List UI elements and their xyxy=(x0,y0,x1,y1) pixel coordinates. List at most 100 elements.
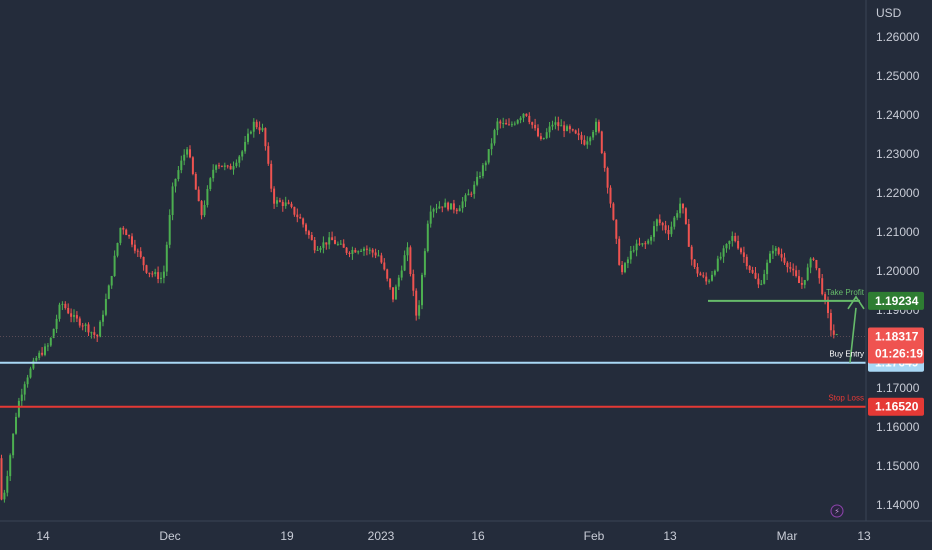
candle-body xyxy=(90,332,93,334)
candle-body xyxy=(177,170,180,179)
candle-body xyxy=(64,303,67,308)
candle-body xyxy=(93,332,96,335)
candle-body xyxy=(597,121,600,132)
candle-body xyxy=(392,287,394,300)
candle-body xyxy=(81,325,84,327)
candle-body xyxy=(305,224,307,232)
candle-body xyxy=(667,230,670,235)
candle-body xyxy=(261,128,264,131)
candle-body xyxy=(525,113,528,116)
candle-body xyxy=(464,195,467,202)
candle-body xyxy=(716,258,719,271)
candle-body xyxy=(783,257,786,263)
candle-body xyxy=(415,290,418,316)
candle-body xyxy=(377,255,380,257)
stop-loss-annotation: Stop Loss xyxy=(828,394,864,403)
candle-body xyxy=(104,299,107,315)
candle-body xyxy=(769,253,771,263)
candle-body xyxy=(435,208,438,210)
candle-body xyxy=(560,125,563,127)
candle-body xyxy=(78,318,81,326)
candle-body xyxy=(200,201,203,216)
candle-body xyxy=(452,203,455,210)
time-axis[interactable]: 14 Dec 19 2023 16 Feb 13 Mar 13 xyxy=(36,529,871,543)
candle-body xyxy=(238,156,241,163)
candle-body xyxy=(693,259,696,267)
candle-body xyxy=(235,162,238,166)
candle-body xyxy=(821,278,824,295)
candle-body xyxy=(502,123,505,124)
candle-body xyxy=(684,208,687,224)
candle-body xyxy=(655,219,658,227)
candle-body xyxy=(638,243,641,245)
candle-body xyxy=(357,251,360,253)
candle-body xyxy=(763,274,766,284)
candle-body xyxy=(589,137,592,142)
candle-body xyxy=(568,126,571,130)
candle-body xyxy=(136,250,139,252)
candle-body xyxy=(647,240,650,244)
candle-body xyxy=(458,208,461,212)
svg-text:⚡: ⚡ xyxy=(834,507,840,516)
candle-body xyxy=(220,165,223,167)
buy-entry-annotation: Buy Entry xyxy=(829,350,864,359)
price-axis[interactable]: 1.26000 1.25000 1.24000 1.23000 1.22000 1.210… xyxy=(876,30,920,512)
candle-body xyxy=(290,203,293,207)
candle-body xyxy=(215,165,218,170)
candle-body xyxy=(629,251,632,260)
candle-body xyxy=(827,299,829,313)
candle-body xyxy=(293,206,296,215)
lightning-icon[interactable]: ⚡ xyxy=(830,504,844,518)
time-tick-label: 14 xyxy=(36,529,50,543)
candle-body xyxy=(650,236,653,241)
candle-body xyxy=(641,243,644,245)
candle-body xyxy=(780,254,783,258)
candle-body xyxy=(194,174,197,190)
candle-body xyxy=(574,130,577,134)
candle-body xyxy=(113,255,116,276)
candle-body xyxy=(255,121,258,128)
candle-body xyxy=(412,274,415,291)
price-tick-label: 1.15000 xyxy=(876,459,920,473)
candle-body xyxy=(276,200,278,204)
candle-body xyxy=(774,248,777,251)
stop-loss-badge xyxy=(868,397,924,416)
candle-body xyxy=(531,122,534,125)
candle-body xyxy=(389,278,392,288)
candle-body xyxy=(107,285,110,299)
candle-body xyxy=(241,151,244,157)
candle-body xyxy=(702,275,705,277)
candle-body xyxy=(70,313,73,317)
candle-body xyxy=(32,360,35,369)
candle-body xyxy=(0,458,3,500)
candle-body xyxy=(423,251,426,275)
candle-body xyxy=(690,246,693,260)
candle-body xyxy=(131,236,133,245)
candle-body xyxy=(586,141,589,145)
candle-body xyxy=(383,262,386,270)
candle-body xyxy=(806,267,809,280)
candle-body xyxy=(46,345,49,347)
candle-body xyxy=(551,124,554,127)
candle-body xyxy=(728,240,731,244)
candlestick-series xyxy=(0,112,838,503)
price-tick-label: 1.22000 xyxy=(876,186,920,200)
trade-levels: Take Profit Buy Entry Stop Loss xyxy=(0,288,866,408)
candle-body xyxy=(592,132,595,138)
candle-body xyxy=(583,139,586,145)
candle-body xyxy=(798,276,800,283)
candle-body xyxy=(87,324,90,333)
price-tick-label: 1.16000 xyxy=(876,420,920,434)
candle-body xyxy=(174,178,177,187)
candle-body xyxy=(751,270,754,273)
candle-body xyxy=(713,270,716,275)
candle-body xyxy=(145,265,148,273)
candle-body xyxy=(209,178,212,189)
candle-body xyxy=(270,163,273,189)
candle-body xyxy=(284,202,287,206)
candle-body xyxy=(528,115,531,123)
candle-body xyxy=(84,324,87,326)
candle-body xyxy=(58,304,61,319)
candle-body xyxy=(624,263,626,273)
